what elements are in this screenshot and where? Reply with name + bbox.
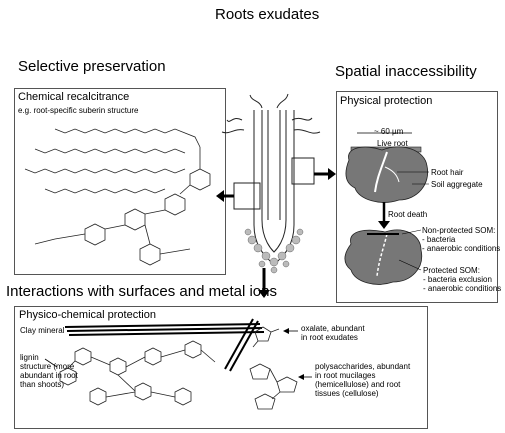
clay-mineral-label: Clay mineral <box>20 326 65 335</box>
lignin-label-4: than shoots) <box>20 380 65 389</box>
soil-aggregate-label: Soil aggregate <box>431 180 483 189</box>
root-death-label: Root death <box>388 210 428 219</box>
live-root-label: Live root <box>377 139 408 148</box>
suberin-structure-drawing <box>24 128 211 266</box>
polysaccharides-label-3: (hemicellulose) and root <box>315 380 401 389</box>
root-hair-label: Root hair <box>431 168 464 177</box>
aggregate-drawing <box>344 132 429 285</box>
physico-chemical-protection-title: Physico-chemical protection <box>19 309 156 321</box>
root-drawing <box>216 93 336 298</box>
polysaccharides-label-2: in root mucilages <box>315 371 376 380</box>
polysaccharides-label-1: polysaccharides, abundant <box>315 362 411 371</box>
heading-selective-preservation: Selective preservation <box>18 58 166 75</box>
lignin-label-2: structure (more <box>20 362 75 371</box>
physico-chemical-drawing <box>44 318 312 410</box>
polysaccharides-label-4: tissues (cellulose) <box>315 389 379 398</box>
non-protected-label: Non-protected SOM: <box>422 226 496 235</box>
lignin-label-1: lignin <box>20 353 39 362</box>
chemical-recalcitrance-panel: Chemical recalcitrance e.g. root-specifi… <box>14 88 226 275</box>
chemical-recalcitrance-title: Chemical recalcitrance <box>18 91 130 103</box>
lignin-label-3: abundant in root <box>20 371 78 380</box>
physico-chemical-protection-panel: Physico-chemical protection Clay mineral… <box>14 306 428 429</box>
non-protected-anaerobic: - anaerobic conditions <box>422 244 501 253</box>
physical-protection-title: Physical protection <box>340 95 433 107</box>
protected-bacteria-exclusion: - bacteria exclusion <box>423 275 492 284</box>
chemical-recalcitrance-subtitle: e.g. root-specific suberin structure <box>18 106 139 115</box>
physical-protection-panel: Physical protection ~ 60 µm Live root Ro… <box>336 91 502 303</box>
protected-label: Protected SOM: <box>423 266 480 275</box>
page-title: Roots exudates <box>215 6 320 23</box>
oxalate-label-2: in root exudates <box>301 333 358 342</box>
scale-label: ~ 60 µm <box>374 127 404 136</box>
heading-spatial-inaccessibility: Spatial inaccessibility <box>335 63 477 80</box>
heading-interactions: Interactions with surfaces and metal ion… <box>6 283 277 300</box>
oxalate-label-1: oxalate, abundant <box>301 324 365 333</box>
non-protected-bacteria: - bacteria <box>422 235 456 244</box>
protected-anaerobic: - anaerobic conditions <box>423 284 502 293</box>
